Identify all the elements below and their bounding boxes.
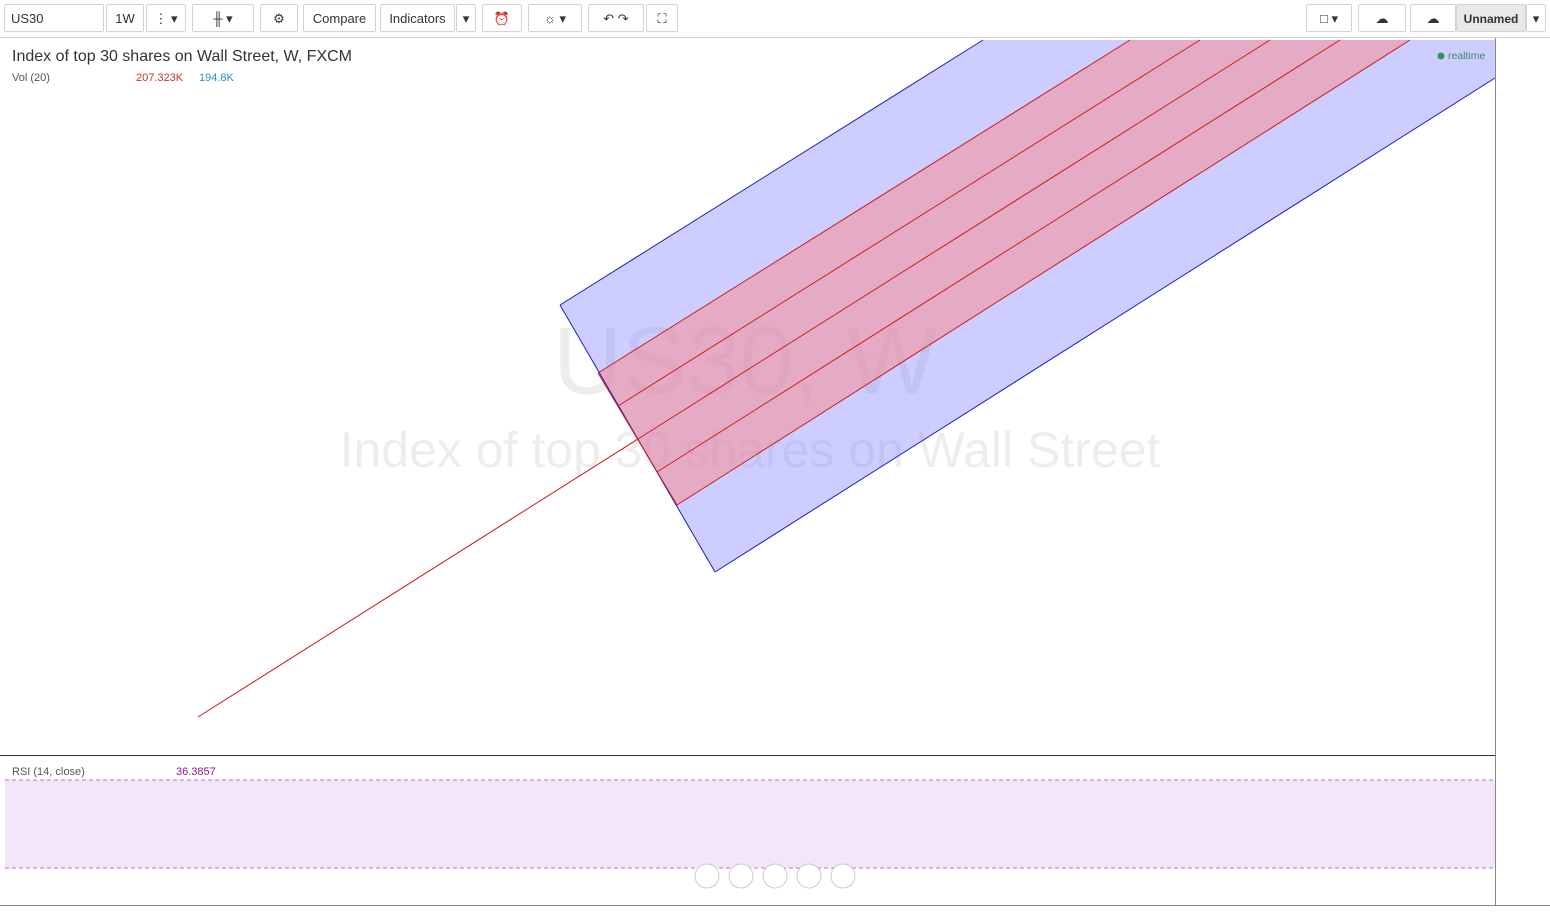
save[interactable]: ☁	[1410, 4, 1456, 32]
volume-average: 194.8K	[199, 72, 235, 84]
nav-buttons	[694, 863, 856, 889]
line	[597, 372, 678, 506]
volume-last: 207.323K	[136, 72, 184, 84]
layout-name[interactable]: Unnamed	[1456, 4, 1526, 32]
reset[interactable]	[762, 863, 788, 889]
line	[656, 39, 1341, 473]
toolbar: US30 1W ⋮ ▾ ╫ ▾ ⚙ Compare Indicators ▾ ⏰…	[0, 0, 1550, 38]
interval-menu[interactable]: ⋮ ▾	[146, 4, 186, 32]
layout-select[interactable]: □ ▾	[1306, 4, 1352, 32]
chart-style[interactable]: ╫ ▾	[192, 4, 254, 32]
status: realtime	[1448, 50, 1486, 62]
pitchfork-outer	[560, 40, 1495, 572]
rsi-last: 36.3857	[176, 766, 216, 778]
zoom-in[interactable]	[796, 863, 822, 889]
symbol-input[interactable]: US30	[4, 4, 104, 32]
pitchfork-inner-lines	[197, 39, 1411, 718]
compare-button[interactable]: Compare	[303, 4, 376, 32]
indicators-menu[interactable]: ▾	[456, 4, 476, 32]
line	[597, 39, 1131, 374]
pitchfork-inner	[598, 40, 1410, 505]
interval-button[interactable]: 1W	[106, 4, 144, 32]
line	[559, 39, 984, 306]
status-dot	[1437, 52, 1445, 60]
line	[637, 39, 1271, 440]
line	[676, 39, 1411, 506]
chart: US30, W Index of top 30 shares on Wall S…	[0, 38, 1550, 906]
scroll-left[interactable]	[694, 863, 720, 889]
rsi-band	[5, 780, 1495, 868]
scroll-right[interactable]	[830, 863, 856, 889]
load[interactable]: ☁	[1358, 4, 1406, 32]
volume-name: Vol (20)	[12, 72, 50, 84]
line	[617, 39, 1201, 407]
settings[interactable]: ⚙	[260, 4, 298, 32]
rsi-name: RSI (14, close)	[12, 766, 85, 778]
fullscreen[interactable]: ⛶	[646, 4, 678, 32]
undo-redo[interactable]: ↶ ↷	[588, 4, 644, 32]
alert[interactable]: ⏰	[482, 4, 522, 32]
layout-menu[interactable]: ▾	[1526, 4, 1546, 32]
chart-title: Index of top 30 shares on Wall Street, W…	[12, 48, 352, 65]
zoom-out[interactable]	[728, 863, 754, 889]
indicators-button[interactable]: Indicators	[380, 4, 455, 32]
line	[714, 77, 1496, 573]
line	[197, 438, 639, 718]
ideas[interactable]: ☼ ▾	[528, 4, 582, 32]
